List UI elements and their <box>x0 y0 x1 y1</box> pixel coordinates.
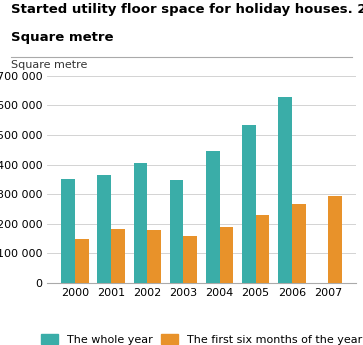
Text: Square metre: Square metre <box>11 60 87 70</box>
Bar <box>61 179 75 283</box>
Bar <box>278 97 292 283</box>
Bar <box>256 216 269 283</box>
Bar <box>206 151 220 283</box>
Bar <box>111 229 125 283</box>
Bar <box>328 196 342 283</box>
Bar <box>147 230 161 283</box>
Bar <box>220 227 233 283</box>
Bar <box>170 180 183 283</box>
Legend: The whole year, The first six months of the year: The whole year, The first six months of … <box>41 334 362 345</box>
Bar <box>242 125 256 283</box>
Bar <box>75 238 89 283</box>
Text: Started utility floor space for holiday houses. 2000-2007: Started utility floor space for holiday … <box>11 3 363 17</box>
Bar <box>97 175 111 283</box>
Bar <box>183 236 197 283</box>
Bar <box>292 204 306 283</box>
Text: Square metre: Square metre <box>11 31 113 44</box>
Bar <box>134 163 147 283</box>
